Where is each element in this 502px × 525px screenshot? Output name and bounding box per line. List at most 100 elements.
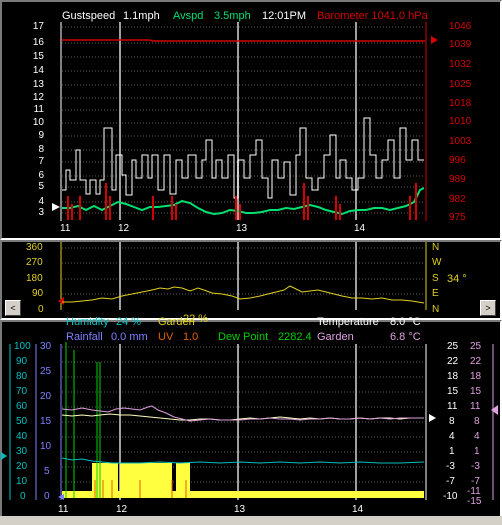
baro-tick: 989 [449,174,466,185]
humidity-line [61,457,425,464]
wind-tick: 16 [32,37,44,48]
wind-tick: 17 [32,21,44,32]
baro-tick: 1046 [449,21,472,32]
bottom-status-strip [0,516,502,525]
humidity-tick: 0 [20,491,26,502]
baro-tick: 996 [449,155,466,166]
rainfall-tick: 25 [40,366,52,377]
wind-gridlines [62,26,425,214]
average-speed-line [62,187,425,216]
dew-point-label: Dew Point [218,331,269,343]
humidity-tick: 20 [16,461,28,472]
barometer-line [62,39,425,42]
sensor-x-label: 13 [234,504,246,515]
temperature-label: Temperature [317,316,379,328]
rainfall-tick: 30 [40,341,52,352]
direction-marker [58,297,64,305]
wind-tick: 4 [38,196,44,207]
wind-tick: 12 [32,92,44,103]
wind-tick: 6 [38,170,44,181]
dew-point-value: 2282.4 [278,331,312,343]
garden-temperature-line [61,405,424,422]
temperature-tick: 22 [447,356,459,367]
humidity-tick: 50 [16,416,28,427]
direction-hour-lines [119,242,357,310]
rain-bars [62,463,424,498]
rainfall-value: 0.0 mm [111,331,148,343]
humidity-value: 24 % [116,316,142,328]
uv-value: 1.0 [183,331,199,343]
sensor-x-label: 14 [352,504,364,515]
direction-compass: W [432,257,442,268]
garden-temperature-tick: 15 [470,386,482,397]
rainfall-tick: 15 [40,416,52,427]
temperature-marker [429,414,436,422]
scroll-right-button[interactable]: > [480,300,496,316]
avg-speed-value: 3.5mph [214,10,251,22]
wind-tick: 15 [32,51,44,62]
scroll-left-button[interactable]: < [5,300,21,316]
garden-temperature-value: 6.8 °C [390,331,421,343]
wind-tick: 11 [33,104,44,115]
temperature-tick: 1 [449,446,455,457]
wind-x-label: 11 [60,223,71,234]
wind-x-label: 12 [118,223,130,234]
barometer-label: Barometer 1041.0 hPa [317,10,428,22]
direction-tick: 270 [26,257,43,268]
temperature-tick: -7 [446,476,455,487]
garden-temperature-label: Garden [317,331,354,343]
wind-tick: 9 [38,130,44,141]
wind-plot [52,22,438,221]
baro-tick: 975 [449,212,466,223]
humidity-tick: 80 [16,371,28,382]
humidity-tick: 90 [16,356,28,367]
temperature-tick: -10 [443,491,458,502]
baro-tick: 1025 [449,79,472,90]
garden-temperature-tick: 25 [470,341,482,352]
sensor-x-label: 12 [116,504,128,515]
humidity-tick: 60 [16,401,28,412]
temperature-tick: 4 [449,431,455,442]
clock-time: 12:01PM [262,10,307,22]
baro-tick: 1018 [449,98,472,109]
garden-label: Garden [158,316,195,328]
barometer-bars [67,183,417,220]
garden-temperature-tick: -15 [467,496,482,507]
baro-tick: 1003 [449,136,472,147]
rainfall-tick: 20 [40,391,52,402]
garden-temperature-tick: 11 [470,401,481,412]
baro-tick: 982 [449,194,466,205]
direction-tick: 90 [32,288,44,299]
garden-temperature-tick: -11 [467,486,481,497]
direction-value: 34 ° [447,273,467,285]
sensor-x-label: 11 [58,504,69,515]
wind-x-label: 13 [236,223,248,234]
garden-temperature-tick: 4 [474,431,480,442]
wind-chart-panel [0,0,502,240]
direction-compass: N [432,242,440,253]
wind-direction-line [62,285,425,304]
wind-speed-marker [52,203,60,211]
direction-tick: 360 [26,242,43,253]
direction-compass: N [432,304,440,315]
humidity-tick: 10 [16,476,28,487]
direction-compass: E [432,288,439,299]
temperature-tick: 11 [447,401,458,412]
direction-plot [58,242,427,310]
rainfall-marker [58,494,64,500]
temperature-value: 8.0 °C [390,316,421,328]
dew-point-spikes [65,342,101,498]
humidity-marker [1,452,7,460]
temperature-tick: -3 [446,461,455,472]
garden-humidity-value: 22 % [183,313,209,325]
garden-temperature-tick: 1 [474,446,480,457]
baro-tick: 1032 [449,59,472,70]
humidity-tick: 100 [14,341,31,352]
gust-label: Gustspeed [62,10,116,22]
rainfall-tick: 5 [44,466,50,477]
gust-value: 1.1mph [123,10,160,22]
garden-temperature-tick: -7 [471,476,480,487]
garden-temperature-tick: -3 [471,461,480,472]
direction-tick: 180 [26,273,43,284]
temperature-tick: 18 [447,371,459,382]
